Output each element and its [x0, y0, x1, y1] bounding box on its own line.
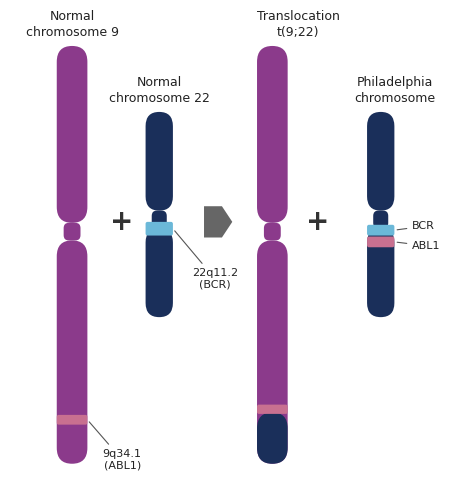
Text: Philadelphia
chromosome: Philadelphia chromosome — [354, 76, 436, 105]
FancyBboxPatch shape — [57, 415, 87, 425]
FancyBboxPatch shape — [152, 211, 167, 228]
FancyBboxPatch shape — [367, 237, 394, 247]
FancyBboxPatch shape — [257, 404, 288, 414]
FancyBboxPatch shape — [257, 241, 288, 464]
Text: Translocation
t(9;22): Translocation t(9;22) — [257, 10, 340, 39]
FancyBboxPatch shape — [257, 412, 288, 464]
FancyBboxPatch shape — [264, 223, 281, 241]
FancyBboxPatch shape — [146, 112, 173, 211]
Text: +: + — [306, 208, 330, 236]
FancyBboxPatch shape — [64, 223, 81, 241]
FancyBboxPatch shape — [367, 228, 394, 317]
Text: BCR: BCR — [397, 221, 435, 231]
FancyBboxPatch shape — [146, 228, 173, 317]
FancyBboxPatch shape — [367, 112, 394, 211]
FancyBboxPatch shape — [257, 46, 288, 223]
Text: Normal
chromosome 22: Normal chromosome 22 — [109, 76, 210, 105]
Text: +: + — [110, 208, 133, 236]
Text: Normal
chromosome 9: Normal chromosome 9 — [26, 10, 119, 39]
FancyBboxPatch shape — [373, 211, 388, 228]
FancyBboxPatch shape — [57, 46, 87, 223]
Polygon shape — [204, 206, 232, 238]
Text: ABL1: ABL1 — [397, 241, 441, 251]
FancyBboxPatch shape — [367, 225, 394, 236]
Text: 9q34.1
(ABL1): 9q34.1 (ABL1) — [89, 422, 142, 471]
FancyBboxPatch shape — [146, 222, 173, 236]
Text: 22q11.2
(BCR): 22q11.2 (BCR) — [175, 231, 238, 290]
FancyBboxPatch shape — [57, 241, 87, 464]
